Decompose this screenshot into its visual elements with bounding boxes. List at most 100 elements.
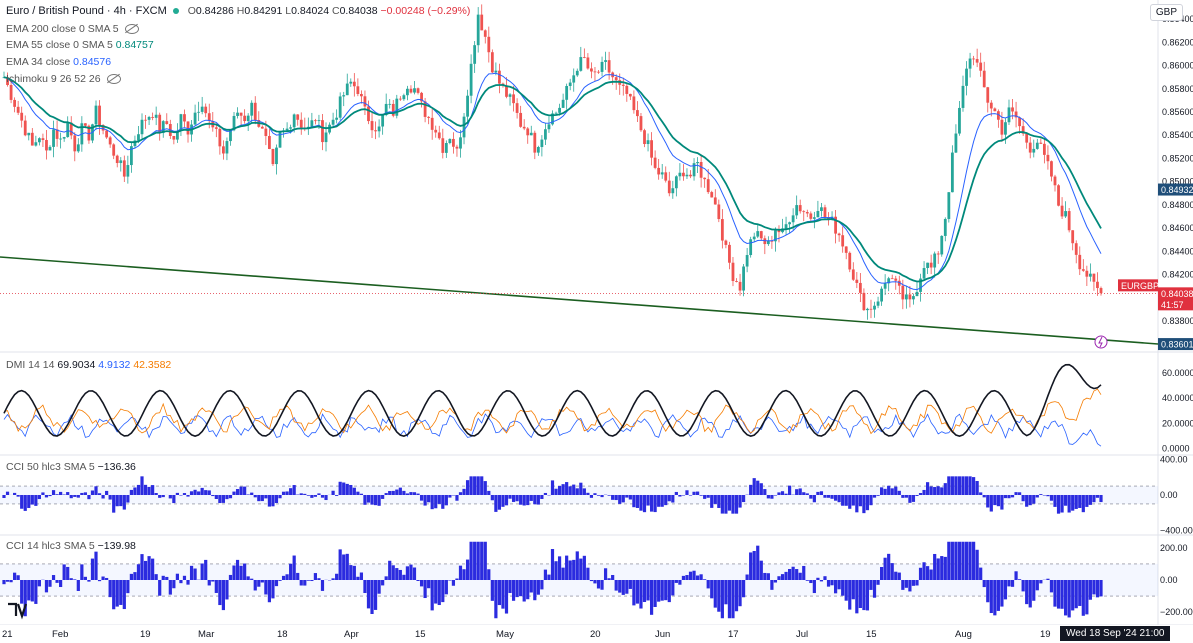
cci14-bar <box>1071 580 1075 611</box>
candle-body <box>1011 107 1014 112</box>
time-tick-label: 19 <box>140 629 151 640</box>
cci50-bar <box>80 492 84 495</box>
cci50-bar <box>812 495 816 503</box>
candle-body <box>20 112 24 121</box>
candle-body <box>982 70 986 88</box>
cci14-bar <box>823 576 827 580</box>
currency-button[interactable]: GBP <box>1149 4 1183 21</box>
cci50-bar <box>260 495 264 502</box>
cci14-bar <box>172 580 176 589</box>
cci14-bar <box>727 580 732 619</box>
cci50-tick-label: 0.00 <box>1160 490 1178 500</box>
price-tick-label: 0.84200 <box>1162 270 1193 280</box>
cci14-bar <box>455 578 459 580</box>
cci50-bar <box>681 495 686 496</box>
candle-body <box>812 217 816 219</box>
hidden-eye-icon[interactable] <box>124 24 139 35</box>
cci50-bar <box>264 495 268 499</box>
cci50-bar <box>678 495 682 497</box>
cci14-bar <box>543 569 548 580</box>
candle-body <box>685 174 689 177</box>
hidden-eye-icon[interactable] <box>106 74 121 85</box>
cci50-bar <box>890 488 894 495</box>
cci50-bar <box>1064 495 1068 506</box>
candle-body <box>179 114 183 131</box>
candle-body <box>834 216 837 234</box>
dmi-legend[interactable]: DMI 14 14 69.9034 4.9132 42.3582 <box>6 358 171 372</box>
cci14-bar <box>151 558 155 580</box>
cci14-bar <box>87 580 91 582</box>
cci14-bar <box>44 580 49 593</box>
price-axis[interactable]: 0.864000.862000.860000.858000.856000.854… <box>1160 14 1193 617</box>
cci50-tick-label: −400.00 <box>1160 526 1193 536</box>
candle-body <box>158 114 162 134</box>
cci14-bar <box>16 575 20 580</box>
cci50-bar <box>257 495 261 502</box>
candle-body <box>996 111 1000 120</box>
di-minus-line <box>3 388 1102 435</box>
dmi-tick-label: 40.0000 <box>1162 393 1193 403</box>
cci50-bar <box>858 495 862 507</box>
cci14-bar <box>1099 580 1103 597</box>
cci50-bar <box>476 476 480 495</box>
candle-body <box>628 93 632 97</box>
cci50-bar <box>179 495 183 496</box>
cci14-legend[interactable]: CCI 14 hlc3 SMA 5 −139.98 <box>6 539 136 553</box>
cci14-bar <box>154 574 158 580</box>
candle-body <box>805 212 809 214</box>
candle-body <box>222 146 225 154</box>
cci50-bar <box>345 483 349 495</box>
candle-body <box>367 106 370 122</box>
cci14-bar <box>69 578 73 580</box>
cci50-bar <box>335 495 339 496</box>
candle-body <box>243 115 247 122</box>
candle-body <box>271 148 275 165</box>
cci14-bar <box>487 569 491 580</box>
time-axis[interactable]: 21 Feb 19 Mar 18 Apr 15 May 20 Jun 17 Jul 15 Aug 19 <box>2 602 1051 640</box>
candle-body <box>452 138 455 147</box>
symbol-title[interactable]: Euro / British Pound · 4h · FXCM <box>6 5 167 17</box>
candle-body <box>352 81 356 87</box>
cci14-bar <box>557 556 562 580</box>
candle-body <box>94 105 98 125</box>
cci50-bar <box>494 495 498 512</box>
price-tag-label: 0.84038 <box>1161 289 1193 299</box>
cci14-bar <box>639 580 643 609</box>
cci50-bar <box>642 495 647 513</box>
ema200-legend[interactable]: EMA 200 close 0 SMA 5 <box>6 22 139 36</box>
cci14-bar <box>1014 571 1018 580</box>
cci50-legend[interactable]: CCI 50 hlc3 SMA 5 −136.36 <box>6 460 136 474</box>
candle-body <box>986 87 990 103</box>
candle-body <box>943 218 947 236</box>
cci50-bar <box>151 485 155 495</box>
cci14-bar <box>773 580 778 583</box>
candle-body <box>384 103 388 116</box>
cci14-bar <box>964 541 969 580</box>
cci14-bar <box>589 580 594 582</box>
cci14-bar <box>430 580 434 611</box>
cci14-bar <box>678 580 682 585</box>
ema34-legend[interactable]: EMA 34 close 0.84576 <box>6 55 111 69</box>
cci14-bar <box>182 575 187 580</box>
cci50-bar <box>1007 495 1011 499</box>
cci14-bar <box>55 580 59 583</box>
cci50-bar <box>777 492 781 495</box>
cci50-bar <box>193 489 197 495</box>
cci14-bar <box>13 572 17 580</box>
cci14-bar <box>642 580 647 603</box>
cci14-bar <box>356 576 360 580</box>
candle-body <box>795 205 799 216</box>
cci14-bar <box>317 578 321 580</box>
ichimoku-legend[interactable]: Ichimoku 9 26 52 26 <box>6 72 121 86</box>
dmi-tick-label: 0.0000 <box>1162 444 1190 454</box>
cci14-bar <box>434 580 438 604</box>
cci14-bar <box>929 569 933 580</box>
price-tick-label: 0.85600 <box>1162 107 1193 117</box>
cci14-bar <box>1007 580 1011 587</box>
cci50-bar <box>465 480 470 495</box>
ema55-legend[interactable]: EMA 55 close 0 SMA 5 0.84757 <box>6 38 154 52</box>
candle-body <box>533 132 537 153</box>
cci14-bar <box>918 567 923 580</box>
candle-body <box>1053 176 1057 186</box>
